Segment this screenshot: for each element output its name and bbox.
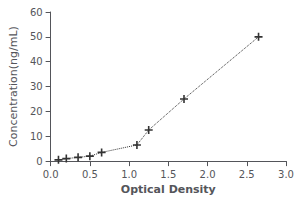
svg-text:1.0: 1.0: [121, 169, 137, 180]
svg-text:1.5: 1.5: [160, 169, 176, 180]
svg-text:20: 20: [30, 106, 43, 117]
svg-text:Concentration(ng/mL): Concentration(ng/mL): [7, 26, 20, 147]
svg-text:Optical Density: Optical Density: [121, 183, 216, 196]
svg-text:0: 0: [36, 156, 42, 167]
svg-text:40: 40: [30, 56, 43, 67]
svg-text:60: 60: [30, 7, 43, 18]
svg-text:10: 10: [30, 131, 43, 142]
svg-text:30: 30: [30, 81, 43, 92]
svg-text:3.0: 3.0: [278, 169, 294, 180]
svg-text:0.5: 0.5: [82, 169, 98, 180]
svg-text:2.0: 2.0: [200, 169, 216, 180]
svg-text:2.5: 2.5: [239, 169, 255, 180]
svg-text:0.0: 0.0: [43, 169, 59, 180]
svg-text:50: 50: [30, 31, 43, 42]
